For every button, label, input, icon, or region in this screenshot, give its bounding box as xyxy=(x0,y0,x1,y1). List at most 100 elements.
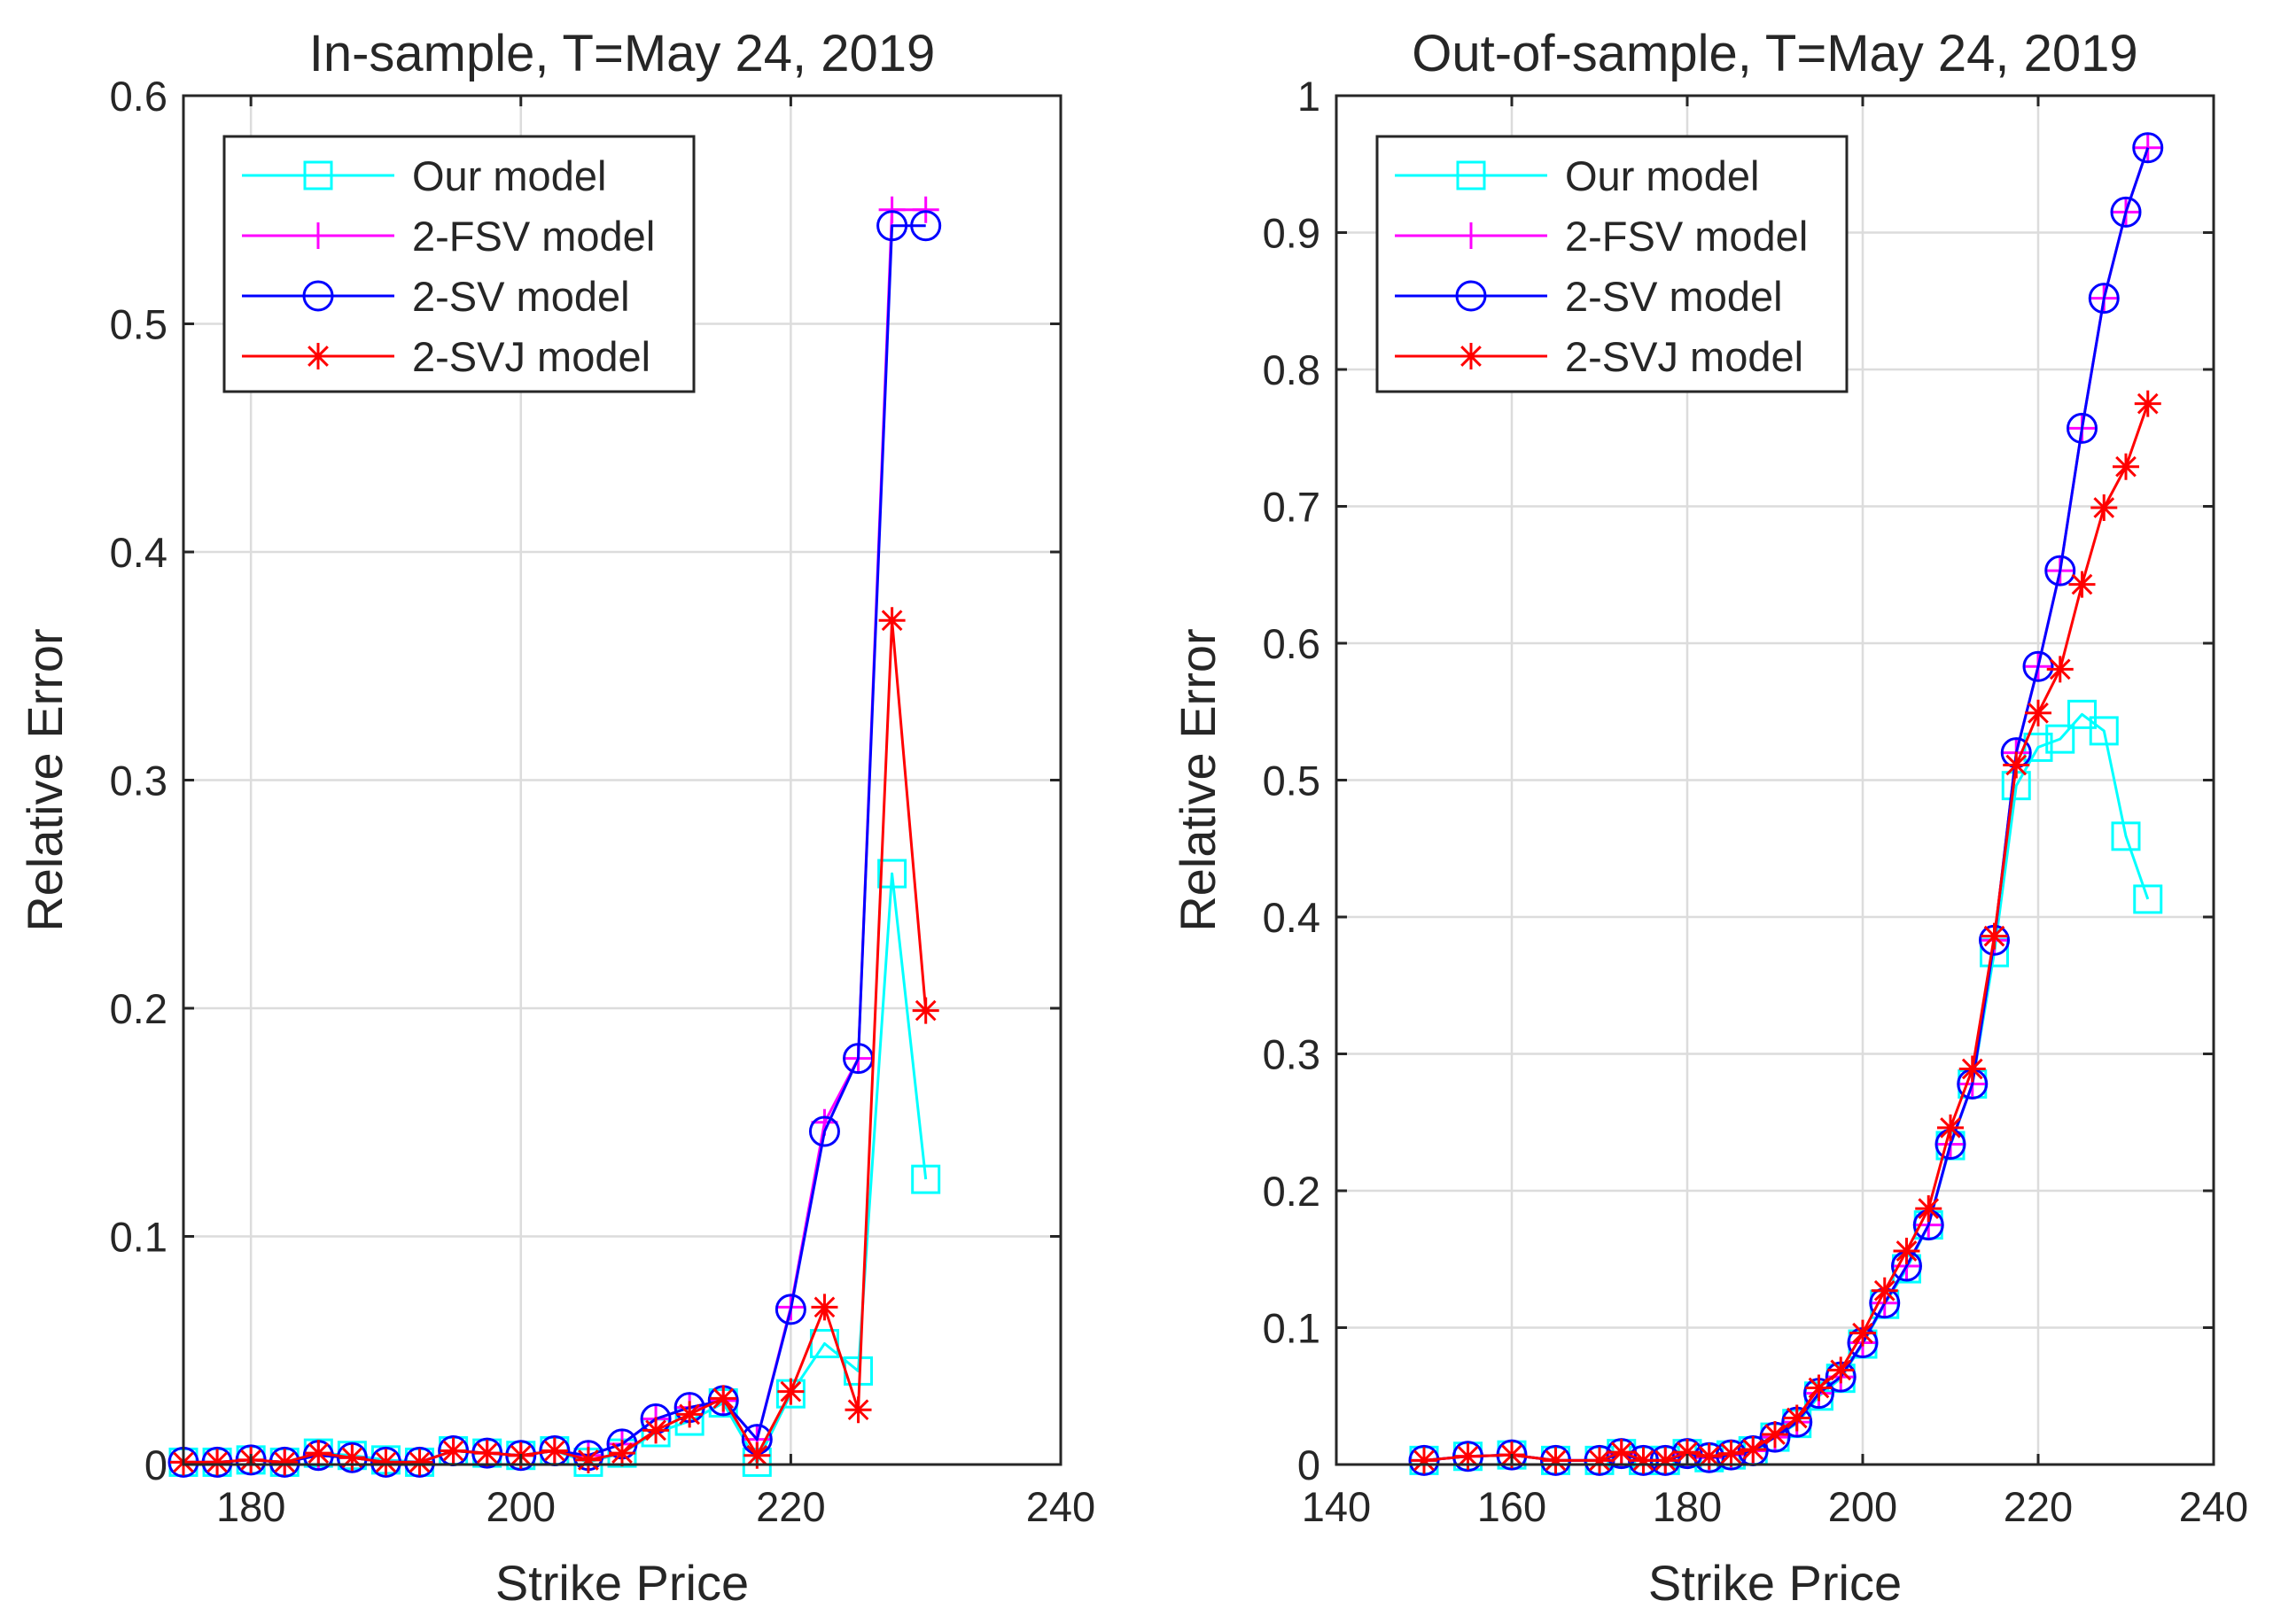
data-point xyxy=(912,196,939,223)
data-point xyxy=(271,1449,299,1476)
data-point xyxy=(1674,1439,1701,1466)
y-tick-label: 0 xyxy=(1297,1441,1320,1488)
x-tick-label: 240 xyxy=(1026,1483,1095,1530)
data-point xyxy=(1695,1442,1723,1470)
y-tick-label: 0.5 xyxy=(110,301,167,348)
y-tick-label: 0.1 xyxy=(110,1214,167,1261)
y-tick-label: 0.8 xyxy=(1263,346,1320,393)
data-point xyxy=(1849,1319,1876,1347)
data-point xyxy=(777,1378,805,1405)
legend-label: 2-SVJ model xyxy=(1565,333,1803,380)
legend-label: 2-SVJ model xyxy=(412,333,650,380)
legend-label: 2-FSV model xyxy=(412,213,655,260)
data-point xyxy=(1630,1447,1657,1474)
data-point xyxy=(336,1441,368,1473)
data-point xyxy=(204,1449,231,1476)
data-point xyxy=(1717,1440,1745,1467)
data-point xyxy=(743,1441,771,1469)
data-point xyxy=(574,1446,602,1473)
data-point xyxy=(1454,1442,1482,1470)
data-point xyxy=(1981,922,2008,950)
legend-marker xyxy=(1456,160,1486,190)
data-point xyxy=(541,1437,568,1465)
data-point xyxy=(911,1164,941,1194)
legend-marker xyxy=(305,343,331,369)
legend-entry: 2-FSV model xyxy=(1395,213,1808,260)
data-point xyxy=(912,997,939,1024)
legend: Our model 2-FSV model 2-SV model 2-SVJ mode… xyxy=(222,135,696,393)
data-point xyxy=(1805,1374,1833,1402)
legend-marker xyxy=(305,222,331,249)
data-point xyxy=(2022,650,2054,682)
y-tick-label: 0.1 xyxy=(1263,1305,1320,1352)
legend-label: Our model xyxy=(412,152,606,199)
data-point xyxy=(1542,1447,1569,1474)
legend-box xyxy=(222,135,696,393)
data-point xyxy=(2067,412,2098,444)
data-point xyxy=(1827,1356,1855,1384)
legend-label: Our model xyxy=(1565,152,1759,199)
data-point xyxy=(473,1440,501,1467)
series-line xyxy=(1423,403,2150,1462)
y-axis-label: Relative Error xyxy=(1170,628,1226,931)
data-point xyxy=(2113,453,2139,480)
data-point xyxy=(1958,1055,1986,1083)
y-axis-label: Relative Error xyxy=(17,628,73,931)
legend-box xyxy=(1375,135,1849,393)
legend-entry: 2-SVJ model xyxy=(1395,333,1803,380)
data-point xyxy=(1893,1237,1920,1264)
data-point xyxy=(1411,1447,1437,1474)
legend-marker xyxy=(303,160,333,190)
data-point xyxy=(440,1437,467,1465)
data-point xyxy=(2089,716,2119,746)
legend-entry: 2-FSV model xyxy=(242,213,655,260)
legend: Our model 2-FSV model 2-SV model 2-SVJ mode… xyxy=(1375,135,1849,393)
data-point xyxy=(2003,751,2030,779)
legend-entry: 2-SV model xyxy=(242,273,630,320)
y-tick-label: 0.2 xyxy=(1263,1168,1320,1215)
y-tick-label: 0.6 xyxy=(1263,620,1320,667)
y-tick-label: 0.3 xyxy=(1263,1031,1320,1078)
x-tick-label: 140 xyxy=(1302,1483,1371,1530)
data-point xyxy=(1915,1195,1942,1223)
chart-title: In-sample, T=May 24, 2019 xyxy=(309,25,936,82)
chart-title: Out-of-sample, T=May 24, 2019 xyxy=(1412,25,2137,82)
legend-marker xyxy=(1455,280,1487,312)
series-2-svj-model xyxy=(1411,390,2161,1474)
y-tick-label: 0.3 xyxy=(110,758,167,804)
data-point xyxy=(1783,1404,1810,1432)
data-point xyxy=(2132,132,2164,164)
data-point xyxy=(878,607,906,634)
data-point xyxy=(642,1417,670,1444)
data-point xyxy=(676,1401,704,1428)
data-point xyxy=(2111,821,2141,851)
x-tick-label: 200 xyxy=(1828,1483,1897,1530)
y-tick-label: 0.6 xyxy=(110,73,167,120)
y-tick-label: 1 xyxy=(1297,73,1320,120)
y-tick-label: 0.4 xyxy=(110,529,167,576)
x-tick-label: 200 xyxy=(487,1483,556,1530)
data-point xyxy=(2068,571,2096,598)
data-point xyxy=(2025,699,2051,727)
data-point xyxy=(2110,196,2142,228)
y-tick-label: 0.2 xyxy=(110,985,167,1032)
data-point xyxy=(2133,884,2163,914)
data-point xyxy=(1871,1277,1898,1304)
x-tick-label: 180 xyxy=(216,1483,285,1530)
data-point xyxy=(878,196,906,223)
data-point xyxy=(339,1444,366,1472)
legend-label: 2-FSV model xyxy=(1565,213,1808,260)
data-point xyxy=(2045,724,2075,754)
legend-entry: 2-SVJ model xyxy=(242,333,650,380)
data-point xyxy=(406,1449,433,1476)
data-point xyxy=(2088,283,2120,315)
data-point xyxy=(305,1440,332,1467)
data-point xyxy=(2044,555,2076,587)
data-point xyxy=(1740,1436,1767,1464)
data-point xyxy=(877,859,907,889)
data-point xyxy=(876,210,908,242)
x-tick-label: 220 xyxy=(756,1483,825,1530)
y-tick-label: 0.5 xyxy=(1263,758,1320,804)
x-tick-label: 160 xyxy=(1477,1483,1546,1530)
